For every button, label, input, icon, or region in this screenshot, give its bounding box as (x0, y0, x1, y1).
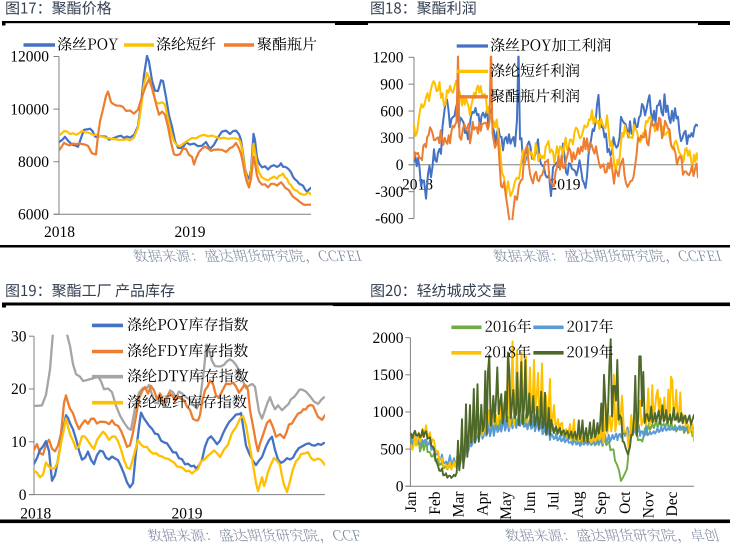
svg-text:500: 500 (380, 441, 404, 458)
svg-text:900: 900 (380, 76, 404, 93)
svg-text:May: May (498, 491, 515, 520)
svg-text:Mar: Mar (451, 491, 468, 518)
svg-text:2018: 2018 (44, 224, 75, 241)
svg-text:Oct: Oct (617, 491, 634, 514)
svg-text:1200: 1200 (373, 50, 404, 67)
svg-text:300: 300 (380, 130, 404, 147)
svg-text:-300: -300 (375, 184, 404, 201)
svg-text:Feb: Feb (427, 491, 444, 515)
svg-text:Jul: Jul (546, 492, 563, 510)
svg-text:Jun: Jun (522, 491, 539, 513)
svg-text:2018: 2018 (20, 506, 51, 523)
svg-text:10000: 10000 (10, 101, 49, 118)
svg-text:Aug: Aug (569, 491, 586, 518)
svg-text:1500: 1500 (373, 367, 404, 384)
svg-text:0: 0 (396, 478, 404, 495)
svg-text:-600: -600 (375, 211, 404, 228)
svg-text:2019: 2019 (172, 506, 203, 523)
svg-text:1000: 1000 (373, 404, 404, 421)
svg-text:0: 0 (19, 487, 27, 504)
svg-text:6000: 6000 (18, 207, 49, 224)
svg-text:600: 600 (380, 103, 404, 120)
svg-text:0: 0 (396, 157, 404, 174)
svg-text:Jan: Jan (403, 491, 420, 512)
svg-text:2019: 2019 (550, 177, 581, 194)
svg-text:30: 30 (11, 328, 27, 345)
svg-text:Apr: Apr (474, 491, 491, 516)
svg-text:Dec: Dec (664, 491, 681, 516)
svg-text:20: 20 (11, 381, 27, 398)
svg-text:Sep: Sep (593, 491, 610, 515)
svg-text:10: 10 (11, 434, 27, 451)
svg-text:12000: 12000 (10, 49, 49, 66)
svg-text:2019: 2019 (175, 224, 206, 241)
svg-text:Nov: Nov (641, 491, 658, 518)
svg-text:2000: 2000 (373, 330, 404, 347)
svg-text:8000: 8000 (18, 154, 49, 171)
